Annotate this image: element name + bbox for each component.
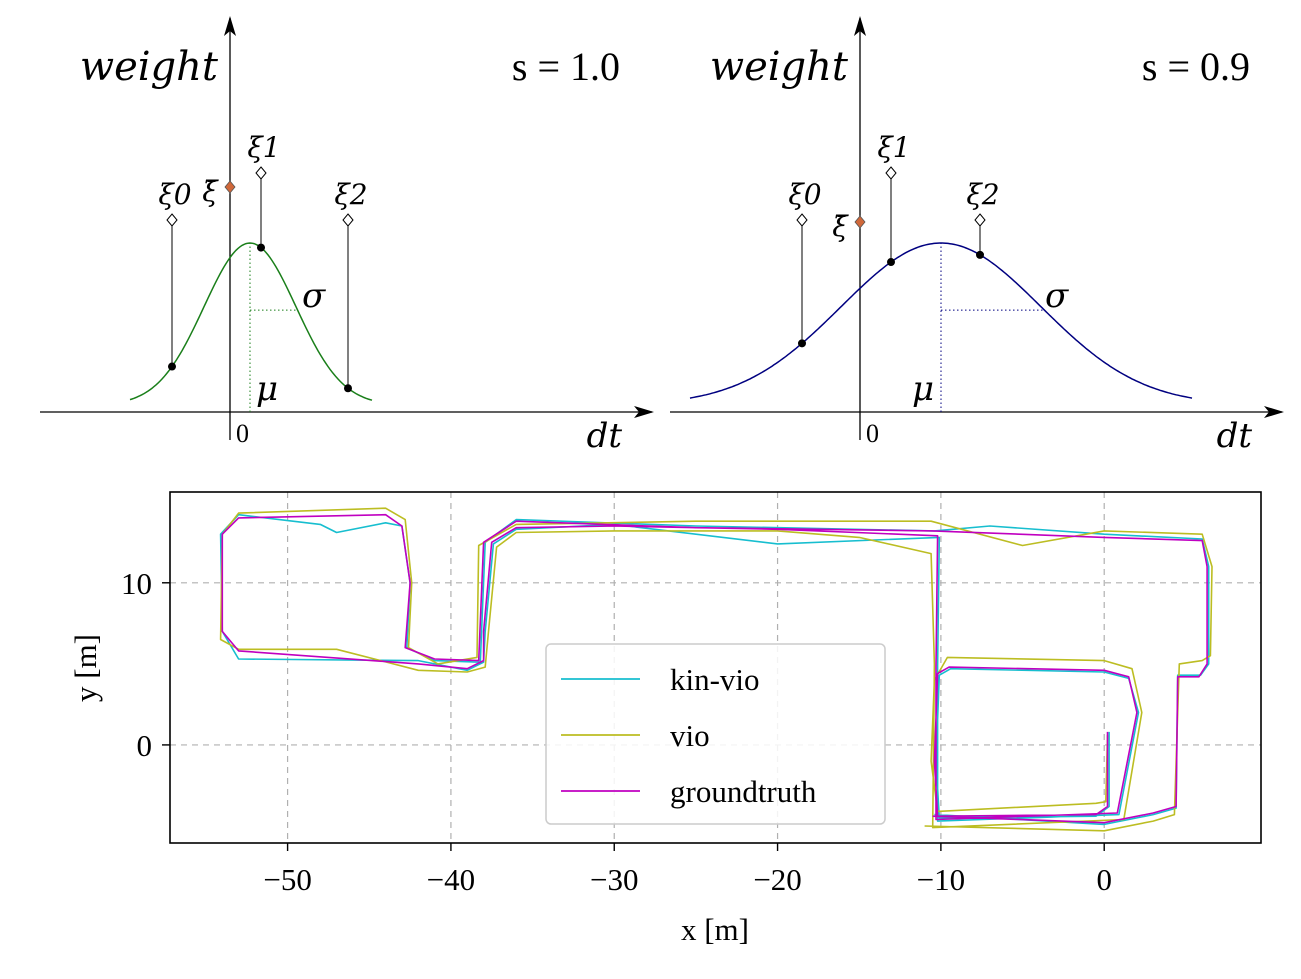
sigma-label: σ xyxy=(1045,276,1069,316)
weight-label: weight xyxy=(80,44,219,90)
mean-marker xyxy=(224,180,236,194)
xi-label: ξ1 xyxy=(877,131,910,164)
legend: kin-vio vio groundtruth xyxy=(545,643,886,825)
sample-point xyxy=(168,362,176,371)
mean-label: ξ̄ xyxy=(202,175,219,208)
x-tick-label: −30 xyxy=(590,862,638,897)
dt-label: dt xyxy=(1217,416,1253,456)
y-axis-label: y [m] xyxy=(68,634,103,702)
legend-label: vio xyxy=(670,718,710,753)
diamond-marker xyxy=(166,213,178,227)
x-tick-label: 0 xyxy=(1096,862,1112,897)
sigma-label: σ xyxy=(302,276,326,316)
zero-label: 0 xyxy=(866,419,879,448)
sample-point xyxy=(976,250,984,259)
weight-diagram-2: ξ0 ξ1 ξ2 ξ̄ weight s = 0.9 μ σ dt 0 xyxy=(670,16,1284,456)
mu-label: μ xyxy=(256,369,278,409)
mean-label: ξ̄ xyxy=(832,210,849,243)
weight-label: weight xyxy=(710,44,849,90)
mean-marker xyxy=(854,215,866,229)
legend-label: kin-vio xyxy=(670,662,760,697)
x-axis-label: x [m] xyxy=(681,912,749,947)
series-line-groundtruth xyxy=(221,513,1208,824)
diamond-marker xyxy=(342,213,354,227)
diamond-marker xyxy=(974,213,986,227)
xi-label: ξ0 xyxy=(788,178,821,211)
xi-label: ξ1 xyxy=(247,131,280,164)
series-line-vio xyxy=(219,507,1213,832)
weight-diagram-1: ξ0 ξ1 ξ2 ξ̄ weight s = 1.0 μ σ dt 0 xyxy=(40,16,654,456)
plot-frame xyxy=(169,491,1262,844)
y-tick-label: 10 xyxy=(121,566,152,601)
x-tick-label: −50 xyxy=(263,862,311,897)
s-param-label: s = 0.9 xyxy=(1142,44,1250,89)
x-tick-label: −20 xyxy=(753,862,801,897)
sample-point xyxy=(344,384,352,393)
diamond-marker xyxy=(796,213,808,227)
gaussian-curve xyxy=(129,242,373,401)
zero-label: 0 xyxy=(236,419,249,448)
x-tick-label: −40 xyxy=(427,862,475,897)
diamond-marker xyxy=(255,166,267,180)
diamond-marker xyxy=(885,166,897,180)
trajectory-plot: −50 −40 −30 −20 −10 0 10 0 x [m] y [m] kin-vio v… xyxy=(68,491,1262,947)
x-tick-label: −10 xyxy=(917,862,965,897)
sample-point xyxy=(257,243,265,252)
dt-label: dt xyxy=(587,416,623,456)
sample-point xyxy=(798,339,806,348)
y-tick-label: 0 xyxy=(137,728,153,763)
legend-label: groundtruth xyxy=(670,774,817,809)
sample-point xyxy=(887,258,895,267)
mu-label: μ xyxy=(912,369,934,409)
xi-label: ξ2 xyxy=(966,178,999,211)
xi-label: ξ0 xyxy=(158,178,191,211)
s-param-label: s = 1.0 xyxy=(512,44,620,89)
xi-label: ξ2 xyxy=(334,178,367,211)
